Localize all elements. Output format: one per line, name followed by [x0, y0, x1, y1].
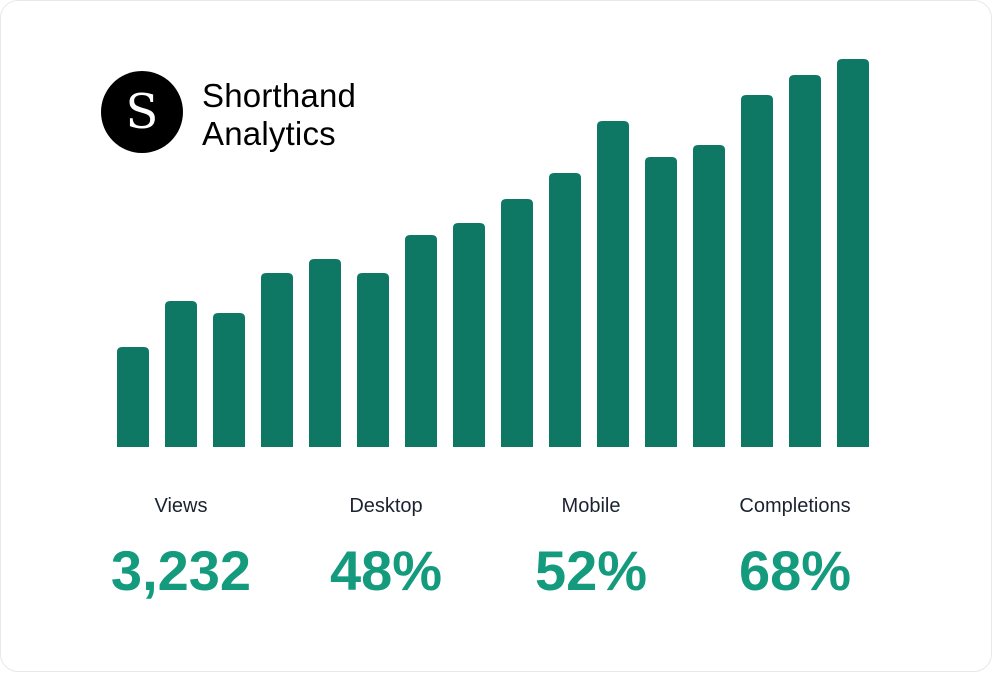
bar-7: [405, 235, 437, 447]
bar-4: [261, 273, 293, 447]
stat-label: Mobile: [561, 495, 621, 517]
brand-line1: Shorthand: [202, 77, 357, 114]
bar-3: [213, 313, 245, 447]
bar-6: [357, 273, 389, 447]
bar-15: [789, 75, 821, 447]
bar-2: [165, 301, 197, 447]
stat-label: Views: [154, 495, 208, 517]
bar-8: [453, 223, 485, 447]
stat-value: 3,232: [110, 539, 252, 602]
bar-11: [597, 121, 629, 447]
bar-12: [645, 157, 677, 447]
bar-5: [309, 259, 341, 447]
bar-14: [741, 95, 773, 447]
stat-views: Views 3,232: [81, 491, 281, 603]
bar-13: [693, 145, 725, 447]
logo-letter: S: [125, 84, 159, 140]
bar-16: [837, 59, 869, 447]
stat-value: 68%: [738, 539, 852, 602]
stat-value: 48%: [329, 539, 443, 602]
stat-label: Desktop: [349, 495, 423, 517]
stat-completions: Completions 68%: [695, 491, 895, 603]
shorthand-logo: S: [101, 71, 183, 153]
brand-line2: Analytics: [202, 115, 336, 152]
bar-9: [501, 199, 533, 447]
stat-mobile: Mobile 52%: [491, 491, 691, 603]
stat-desktop: Desktop 48%: [286, 491, 486, 603]
bar-1: [117, 347, 149, 447]
stat-value: 52%: [534, 539, 648, 602]
stat-label: Completions: [739, 495, 851, 517]
brand-title: Shorthand Analytics: [202, 77, 356, 153]
bar-10: [549, 173, 581, 447]
